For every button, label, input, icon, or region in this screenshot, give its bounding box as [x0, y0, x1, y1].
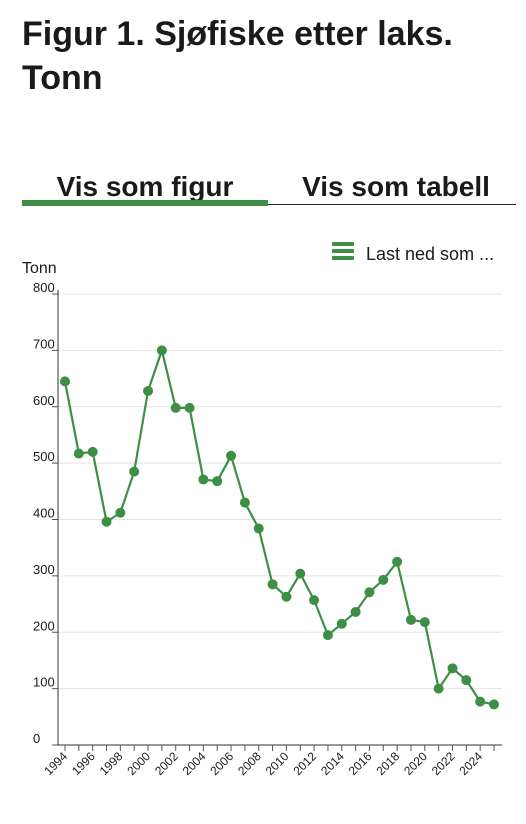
view-tabs: Vis som figur Vis som tabell: [22, 170, 516, 206]
data-point: [295, 568, 306, 579]
data-point: [489, 699, 499, 710]
active-tab-indicator: [22, 200, 268, 206]
data-point: [198, 474, 209, 485]
data-point: [322, 630, 333, 641]
y-tick-label: 800: [33, 280, 55, 295]
x-tick-label: 2004: [180, 749, 209, 778]
data-point: [267, 579, 278, 590]
data-point: [419, 617, 430, 628]
data-point: [129, 466, 140, 477]
y-tick-label: 300: [33, 562, 55, 577]
x-tick-label: 2016: [346, 749, 375, 778]
data-point: [87, 446, 98, 457]
y-tick-label: 500: [33, 449, 55, 464]
data-point: [212, 476, 223, 487]
data-point: [239, 497, 250, 508]
data-point: [447, 663, 458, 674]
x-tick-label: 1996: [69, 749, 98, 778]
data-point: [184, 402, 195, 413]
data-point: [350, 606, 361, 617]
x-tick-label: 2006: [207, 749, 236, 778]
x-tick-label: 2022: [429, 749, 458, 778]
x-tick-label: 2000: [124, 749, 153, 778]
tab-divider: [22, 204, 516, 205]
data-point: [253, 523, 264, 534]
data-point: [336, 618, 347, 629]
data-point: [115, 507, 126, 518]
y-axis-label: Tonn: [22, 260, 57, 277]
x-tick-label: 1994: [41, 749, 70, 778]
x-tick-label: 2020: [401, 749, 430, 778]
x-tick-label: 2014: [318, 749, 347, 778]
data-point: [226, 450, 237, 461]
x-tick-label: 2008: [235, 749, 264, 778]
line-chart: Tonn 0 100 200 300 400 500 600 700 800 19941996199…: [22, 260, 502, 778]
tab-vis-som-tabell[interactable]: Vis som tabell: [302, 171, 490, 202]
series-line: [63, 349, 495, 706]
x-tick-label: 2018: [373, 749, 402, 778]
data-point: [433, 683, 444, 694]
download-label: Last ned som ...: [366, 244, 495, 264]
data-point: [73, 448, 84, 459]
data-point: [364, 587, 375, 598]
data-point: [170, 402, 181, 413]
data-point: [281, 591, 292, 602]
data-point: [156, 345, 167, 356]
x-tick-label: 2024: [457, 749, 486, 778]
data-point: [143, 385, 154, 396]
data-point: [392, 556, 403, 567]
data-point: [461, 675, 472, 686]
y-tick-label: 600: [33, 393, 55, 408]
data-point: [101, 516, 112, 527]
y-tick-label: 200: [33, 618, 55, 633]
hamburger-menu-icon: [332, 242, 356, 260]
data-point: [378, 574, 389, 585]
y-tick-label: 0: [33, 731, 40, 746]
y-tick-label: 400: [33, 506, 55, 521]
tab-vis-som-figur[interactable]: Vis som figur: [56, 171, 234, 202]
data-point: [60, 376, 70, 387]
data-point: [405, 614, 416, 625]
page-title: Figur 1. Sjøfiske etter laks. Tonn: [22, 15, 453, 97]
x-tick-label: 1998: [97, 749, 126, 778]
y-tick-label: 700: [33, 336, 55, 351]
x-tick-label: 2002: [152, 749, 181, 778]
data-point: [475, 696, 486, 707]
x-tick-label: 2012: [290, 749, 319, 778]
x-tick-label: 2010: [263, 749, 292, 778]
data-point: [309, 595, 320, 606]
y-tick-label: 100: [33, 675, 55, 690]
